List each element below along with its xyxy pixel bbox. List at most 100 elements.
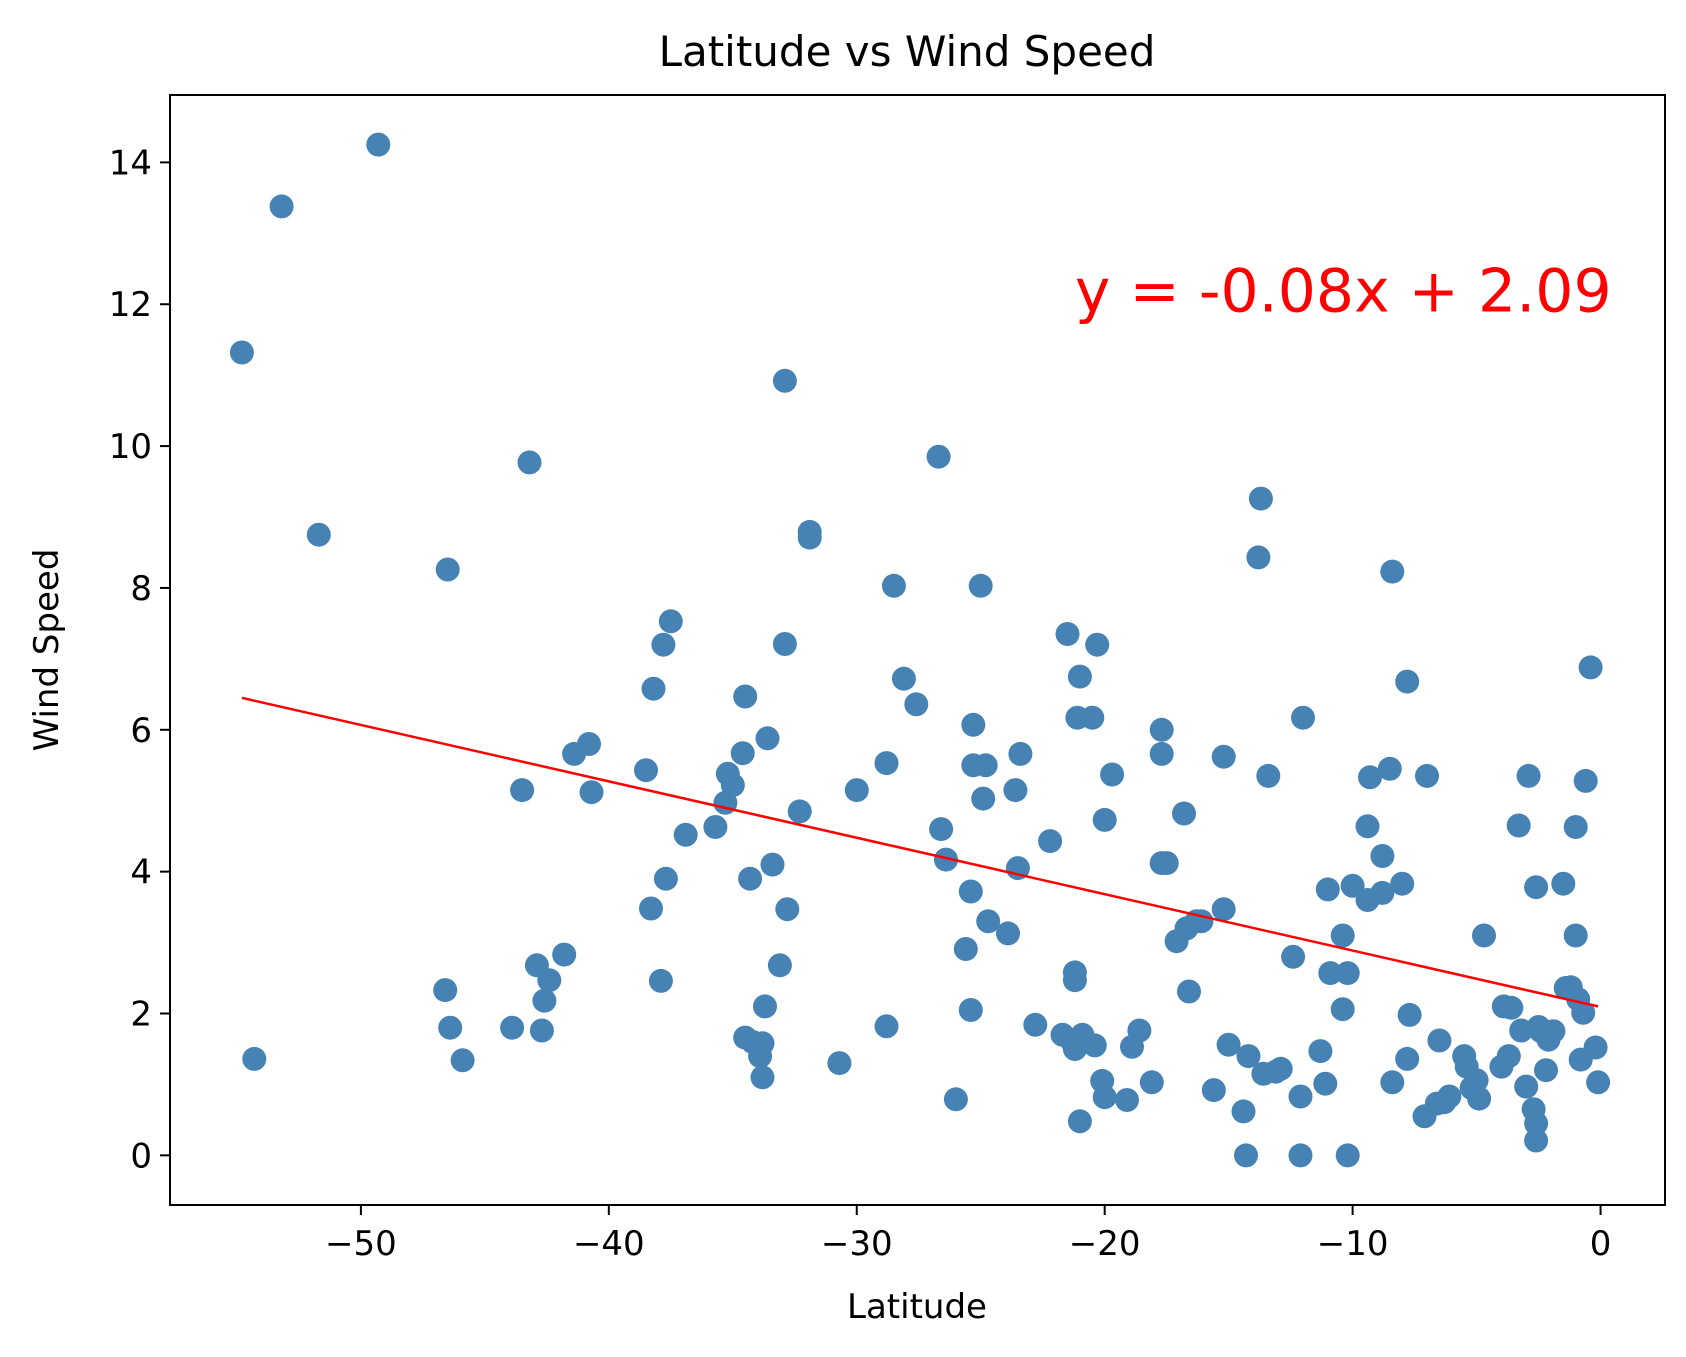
scatter-point	[1268, 1056, 1293, 1081]
scatter-point	[579, 780, 604, 805]
scatter-point	[1370, 880, 1395, 905]
scatter-point	[450, 1048, 475, 1073]
scatter-point	[733, 684, 758, 709]
scatter-point	[1211, 897, 1236, 922]
scatter-point	[1067, 1109, 1092, 1134]
scatter-point	[1067, 664, 1092, 689]
scatter-point	[874, 1014, 899, 1039]
scatter-point	[1189, 909, 1214, 934]
scatter-point	[673, 822, 698, 847]
scatter-point	[961, 712, 986, 737]
scatter-point	[720, 773, 745, 798]
scatter-point	[755, 726, 780, 751]
scatter-point	[772, 632, 797, 656]
scatter-point	[1390, 871, 1415, 896]
y-tick-label: 4	[130, 853, 152, 893]
scatter-point	[1318, 961, 1343, 986]
scatter-point	[242, 1046, 267, 1071]
scatter-point	[229, 340, 254, 365]
scatter-point	[1415, 763, 1439, 788]
scatter-point	[648, 968, 673, 993]
scatter-point	[529, 1018, 554, 1043]
scatter-point	[943, 1087, 968, 1112]
scatter-point	[827, 1051, 852, 1076]
scatter-point	[1370, 844, 1395, 868]
scatter-point	[926, 444, 951, 469]
scatter-point	[1395, 1046, 1420, 1071]
x-tick-label: 0	[1590, 1224, 1612, 1264]
scatter-point	[1496, 1044, 1521, 1069]
scatter-point	[435, 557, 460, 582]
scatter-point	[775, 897, 800, 922]
scatter-point	[1524, 1111, 1549, 1136]
scatter-point	[653, 866, 678, 891]
scatter-point	[1506, 813, 1531, 838]
scatter-point	[1100, 762, 1125, 787]
scatter-point	[1578, 655, 1603, 680]
scatter-point	[433, 978, 458, 1003]
scatter-point	[973, 753, 998, 778]
scatter-point	[874, 751, 899, 776]
x-tick-label: −50	[325, 1224, 397, 1264]
scatter-point	[1092, 1085, 1117, 1110]
scatter-point	[1395, 669, 1420, 694]
plot-area	[229, 132, 1611, 1168]
axis-ticks: −50 −40 −30 −20 −10 0 0 2 4 6 8 10 12 14	[109, 143, 1612, 1264]
scatter-point	[968, 573, 993, 598]
axes-frame	[169, 94, 1666, 1206]
scatter-point	[1177, 979, 1201, 1004]
scatter-point	[532, 988, 557, 1013]
scatter-point	[1355, 814, 1380, 839]
scatter-point	[634, 758, 658, 783]
scatter-point	[750, 1031, 775, 1056]
scatter-point	[1172, 801, 1196, 826]
scatter-point	[1149, 741, 1174, 766]
scatter-point	[1082, 1033, 1107, 1058]
scatter-point	[1380, 559, 1405, 584]
scatter-point	[1437, 1084, 1462, 1109]
scatter-point	[1397, 1002, 1422, 1027]
scatter-point	[1524, 1128, 1549, 1153]
scatter-point	[1062, 968, 1087, 993]
scatter-point	[651, 632, 676, 657]
scatter-point	[1154, 851, 1179, 876]
scatter-point	[269, 194, 294, 219]
scatter-point	[953, 937, 978, 961]
scatter-point	[1234, 1143, 1258, 1168]
y-tick-label: 14	[109, 143, 152, 183]
scatter-point	[1115, 1088, 1139, 1112]
scatter-point	[760, 852, 785, 877]
scatter-point	[1573, 768, 1598, 793]
regression-equation: y = -0.08x + 2.09	[1075, 256, 1612, 326]
x-tick-label: −30	[821, 1224, 893, 1264]
scatter-point	[958, 879, 983, 904]
scatter-point	[797, 525, 822, 550]
scatter-point	[1008, 741, 1033, 766]
scatter-point	[1315, 877, 1340, 902]
scatter-point	[881, 573, 906, 598]
scatter-point	[1534, 1058, 1558, 1083]
scatter-point	[1541, 1019, 1566, 1044]
y-tick-label: 0	[130, 1136, 152, 1176]
scatter-point	[1201, 1078, 1226, 1103]
scatter-point	[1551, 871, 1576, 896]
scatter-point	[641, 676, 666, 701]
scatter-point	[753, 994, 777, 1019]
scatter-point	[1571, 1000, 1596, 1025]
scatter-point	[929, 817, 954, 842]
scatter-point	[438, 1015, 463, 1040]
scatter-point	[500, 1015, 525, 1040]
scatter-point	[366, 132, 391, 157]
scatter-point	[1038, 829, 1063, 854]
scatter-point	[844, 778, 869, 803]
scatter-point	[1288, 1143, 1313, 1168]
x-tick-label: −10	[1317, 1224, 1389, 1264]
scatter-point	[517, 450, 542, 475]
scatter-point	[639, 896, 663, 921]
scatter-point	[1003, 778, 1028, 803]
scatter-point	[934, 847, 958, 872]
scatter-point	[1380, 1070, 1405, 1095]
scatter-point	[891, 666, 916, 691]
scatter-point	[1055, 622, 1080, 646]
